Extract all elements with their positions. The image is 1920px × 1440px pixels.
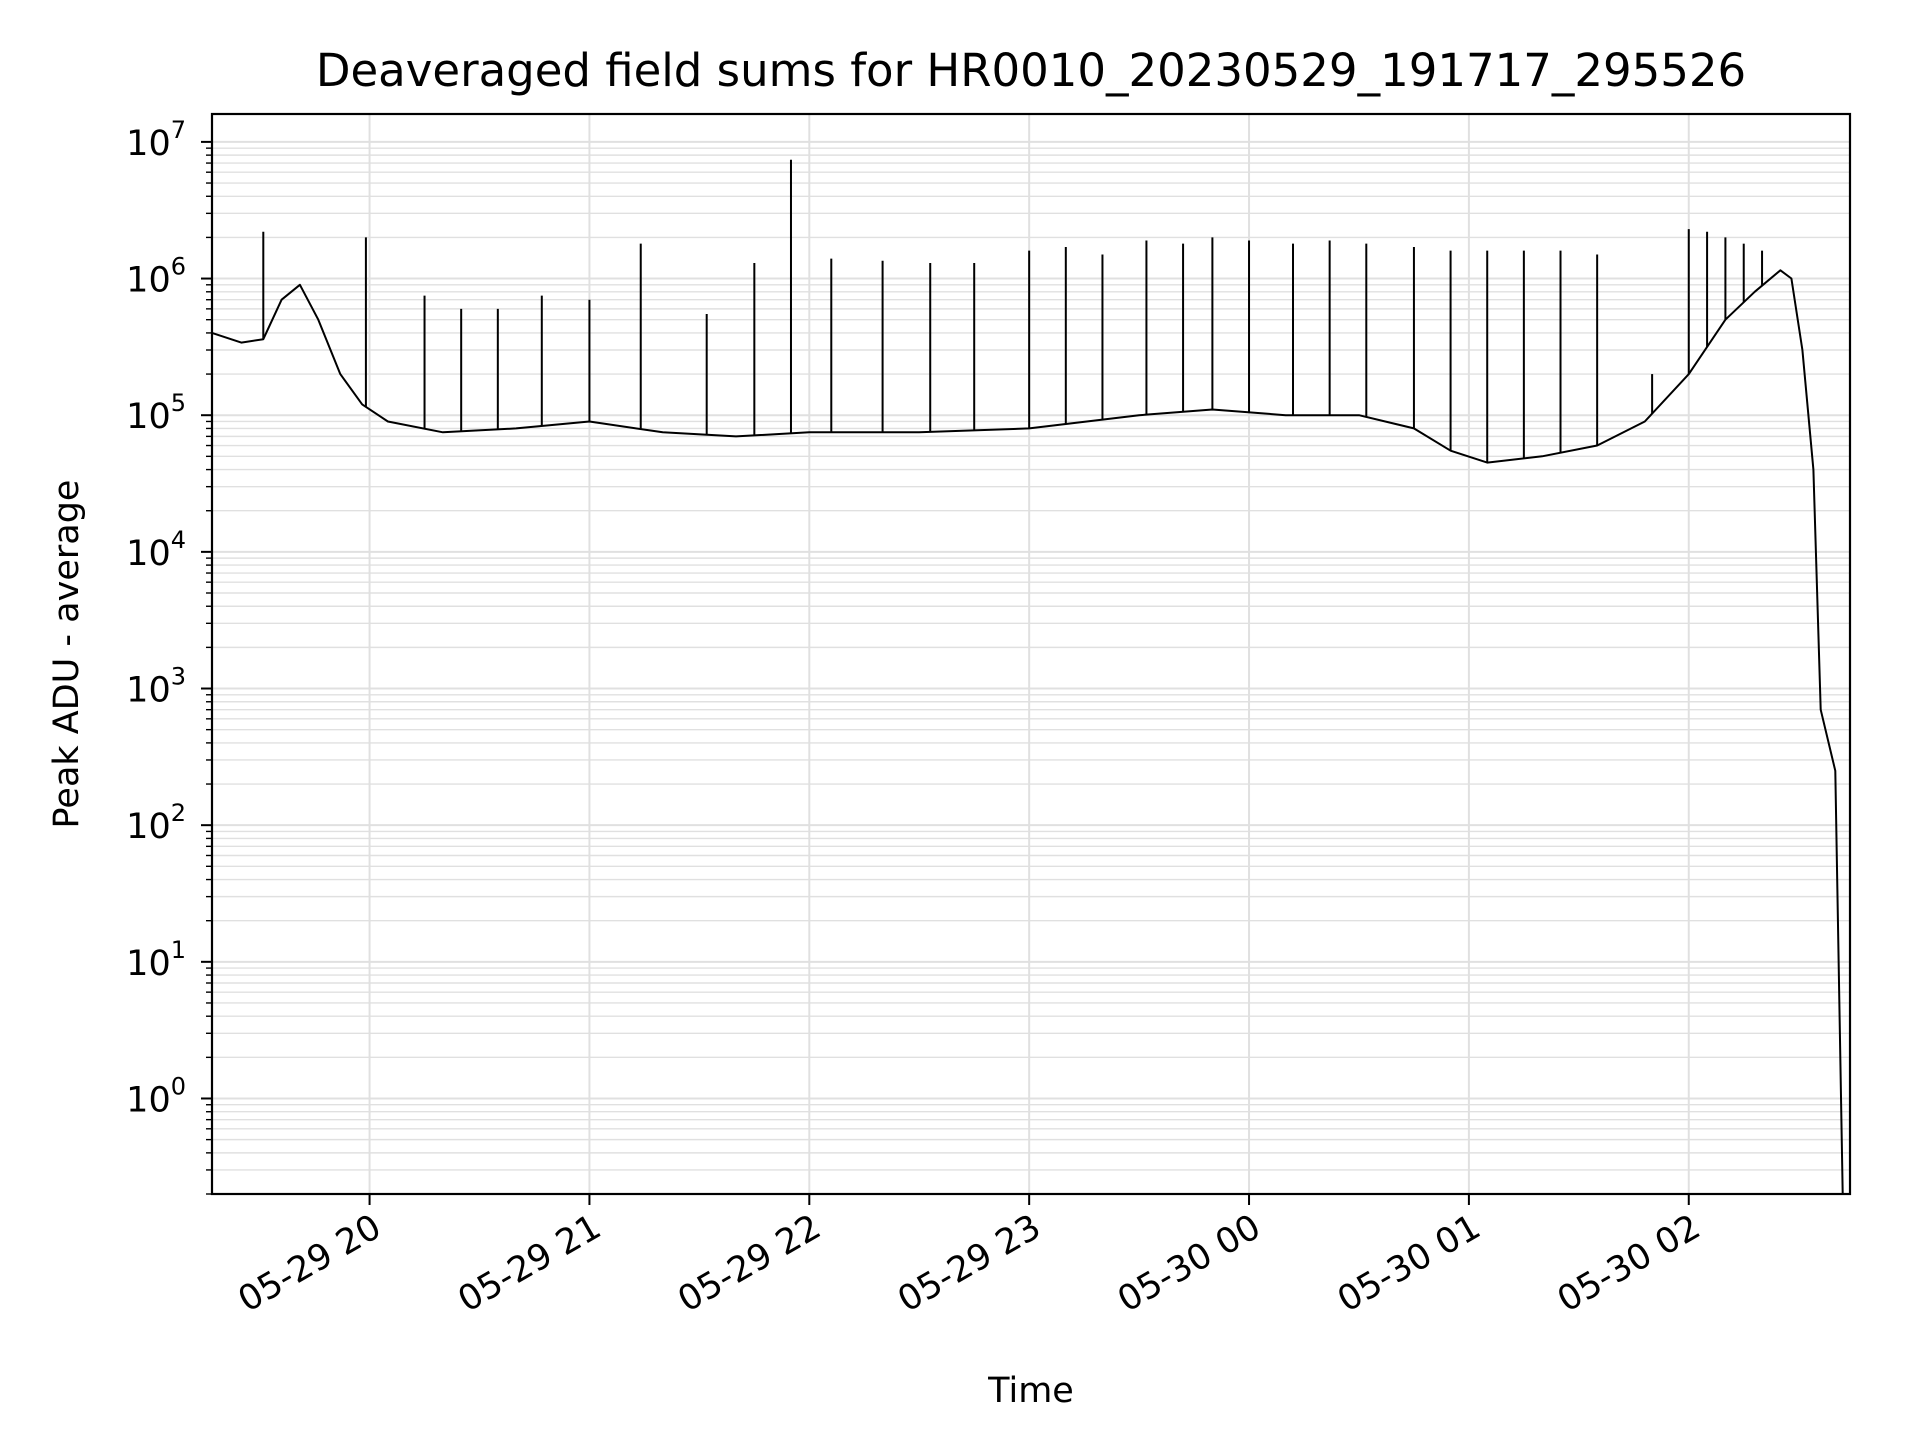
series-layer	[211, 159, 1844, 1195]
y-tick-label: 100	[126, 1072, 186, 1120]
y-tick-label: 101	[126, 936, 186, 984]
plot-frame	[210, 112, 1852, 1196]
chart-title: Deaveraged field sums for HR0010_2023052…	[316, 44, 1746, 97]
grid-lines	[212, 114, 1850, 1195]
y-tick-label: 107	[126, 116, 186, 164]
y-tick-label: 104	[126, 526, 186, 574]
y-tick-label: 106	[126, 253, 186, 301]
y-axis-label: Peak ADU - average	[47, 480, 87, 829]
y-tick-label: 102	[126, 799, 186, 847]
x-axis-label: Time	[987, 1371, 1074, 1411]
y-tick-label: 103	[126, 663, 186, 711]
y-tick-label: 105	[126, 389, 186, 437]
